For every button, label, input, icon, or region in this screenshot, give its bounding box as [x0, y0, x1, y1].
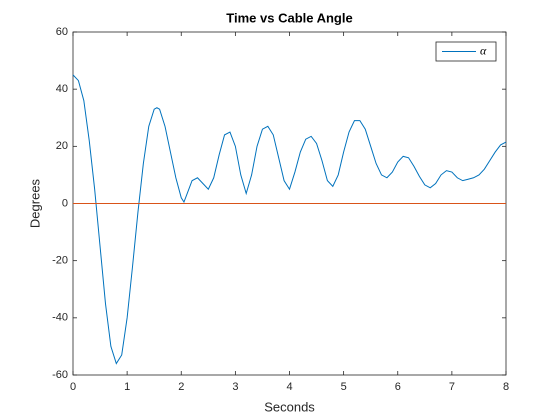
x-tick-label: 8	[503, 381, 509, 393]
y-tick-label: 20	[56, 140, 68, 152]
x-tick-label: 6	[395, 381, 401, 393]
x-tick-label: 4	[286, 381, 292, 393]
x-tick-label: 2	[178, 381, 184, 393]
x-tick-label: 7	[449, 381, 455, 393]
data-line	[72, 74, 507, 365]
x-tick-label: 1	[124, 381, 130, 393]
y-tick-label: 0	[62, 197, 68, 209]
x-axis-label: Seconds	[264, 399, 315, 414]
x-tick-label: 0	[70, 381, 76, 393]
chart-title: Time vs Cable Angle	[226, 10, 352, 25]
x-tick-label: 5	[341, 381, 347, 393]
legend-label: α	[480, 43, 487, 57]
y-tick-label: -60	[52, 369, 68, 381]
y-tick-label: 60	[56, 26, 68, 38]
y-tick-label: -40	[52, 312, 68, 324]
y-tick-label: 40	[56, 83, 68, 95]
y-tick-label: -20	[52, 255, 68, 267]
y-axis-label: Degrees	[27, 178, 42, 228]
x-tick-label: 3	[232, 381, 238, 393]
